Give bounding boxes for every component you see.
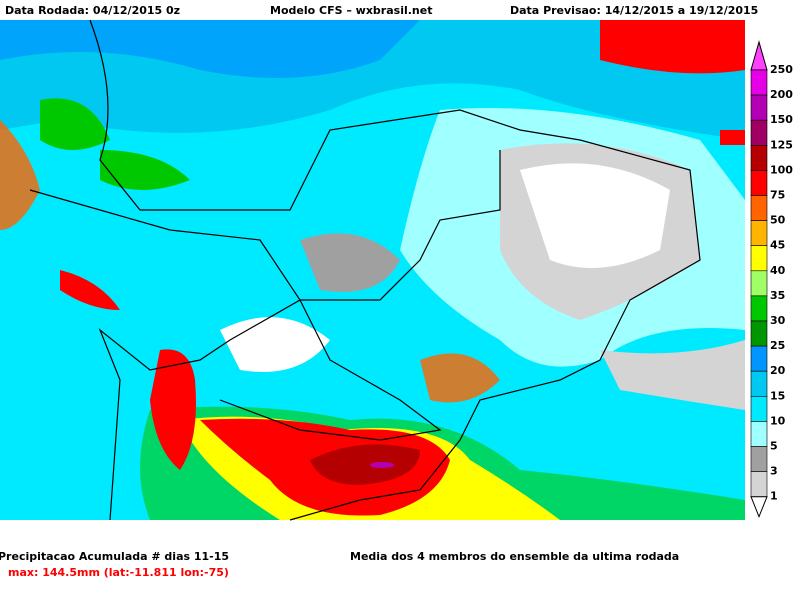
- colorbar-arrow: [750, 496, 768, 519]
- ensemble-note: Media dos 4 membros do ensemble da ultim…: [350, 550, 679, 563]
- precip-area: [370, 462, 394, 468]
- colorbar-label: 50: [770, 214, 786, 227]
- colorbar-label: 35: [770, 289, 785, 302]
- colorbar-swatch: [750, 446, 768, 472]
- precip-area: [150, 349, 196, 470]
- map: [0, 19, 745, 521]
- colorbar: 250 200 150 125 100 75 50 45 40 35 30 25 20 15 10 5 3 1: [750, 40, 793, 519]
- precip-area: [0, 120, 40, 230]
- colorbar-label: 125: [770, 138, 793, 151]
- model-title: Modelo CFS – wxbrasil.net: [270, 4, 432, 17]
- precip-area: [100, 150, 190, 190]
- precip-area: [60, 270, 120, 310]
- colorbar-label: 30: [770, 314, 786, 327]
- colorbar-swatch: [750, 345, 768, 372]
- border-line: [219, 299, 442, 441]
- colorbar-label: 100: [770, 163, 793, 176]
- colorbar-label: 45: [770, 239, 785, 252]
- precip-area: [600, 20, 745, 74]
- forecast-date: Data Previsao: 14/12/2015 a 19/12/2015: [510, 4, 758, 17]
- colorbar-label: 75: [770, 189, 785, 202]
- colorbar-label: 20: [770, 364, 786, 377]
- precip-area: [300, 233, 400, 292]
- run-date: Data Rodada: 04/12/2015 0z: [5, 4, 180, 17]
- colorbar-swatch: [750, 170, 768, 196]
- max-info: max: 144.5mm (lat:-11.811 lon:-75): [8, 566, 229, 579]
- precip-area: [310, 444, 420, 485]
- colorbar-swatch: [750, 145, 768, 171]
- colorbar-swatch: [750, 370, 768, 397]
- colorbar-label: 3: [770, 465, 778, 478]
- colorbar-label: 25: [770, 339, 785, 352]
- colorbar-swatch: [750, 320, 768, 347]
- colorbar-label: 15: [770, 389, 785, 402]
- colorbar-swatch: [750, 395, 768, 422]
- colorbar-label: 1: [770, 490, 778, 503]
- colorbar-swatch: [750, 295, 768, 322]
- colorbar-swatch: [750, 270, 768, 297]
- colorbar-label: 200: [770, 88, 793, 101]
- colorbar-label: 150: [770, 113, 793, 126]
- colorbar-swatch: [750, 94, 768, 121]
- precip-area: [0, 20, 420, 78]
- precip-area: [520, 163, 670, 268]
- colorbar-swatch: [750, 119, 768, 146]
- precip-area: [600, 340, 745, 410]
- colorbar-arrow: [750, 40, 768, 71]
- border-line: [29, 189, 301, 521]
- precip-area: [720, 130, 745, 145]
- border-line: [300, 150, 501, 301]
- border-line: [89, 19, 701, 521]
- colorbar-swatch: [750, 69, 768, 96]
- colorbar-label: 10: [770, 414, 786, 427]
- colorbar-label: 40: [770, 264, 786, 277]
- borders: [29, 19, 701, 521]
- precip-area: [420, 353, 500, 403]
- colorbar-swatch: [750, 195, 768, 221]
- colorbar-swatch: [750, 245, 768, 272]
- variable-label: Precipitacao Acumulada # dias 11-15: [0, 550, 229, 563]
- colorbar-swatch: [750, 471, 768, 498]
- precip-area: [40, 98, 110, 150]
- colorbar-swatch: [750, 421, 768, 447]
- colorbar-label: 5: [770, 440, 778, 453]
- colorbar-label: 250: [770, 63, 793, 76]
- precip-area: [220, 317, 330, 372]
- colorbar-swatch: [750, 220, 768, 247]
